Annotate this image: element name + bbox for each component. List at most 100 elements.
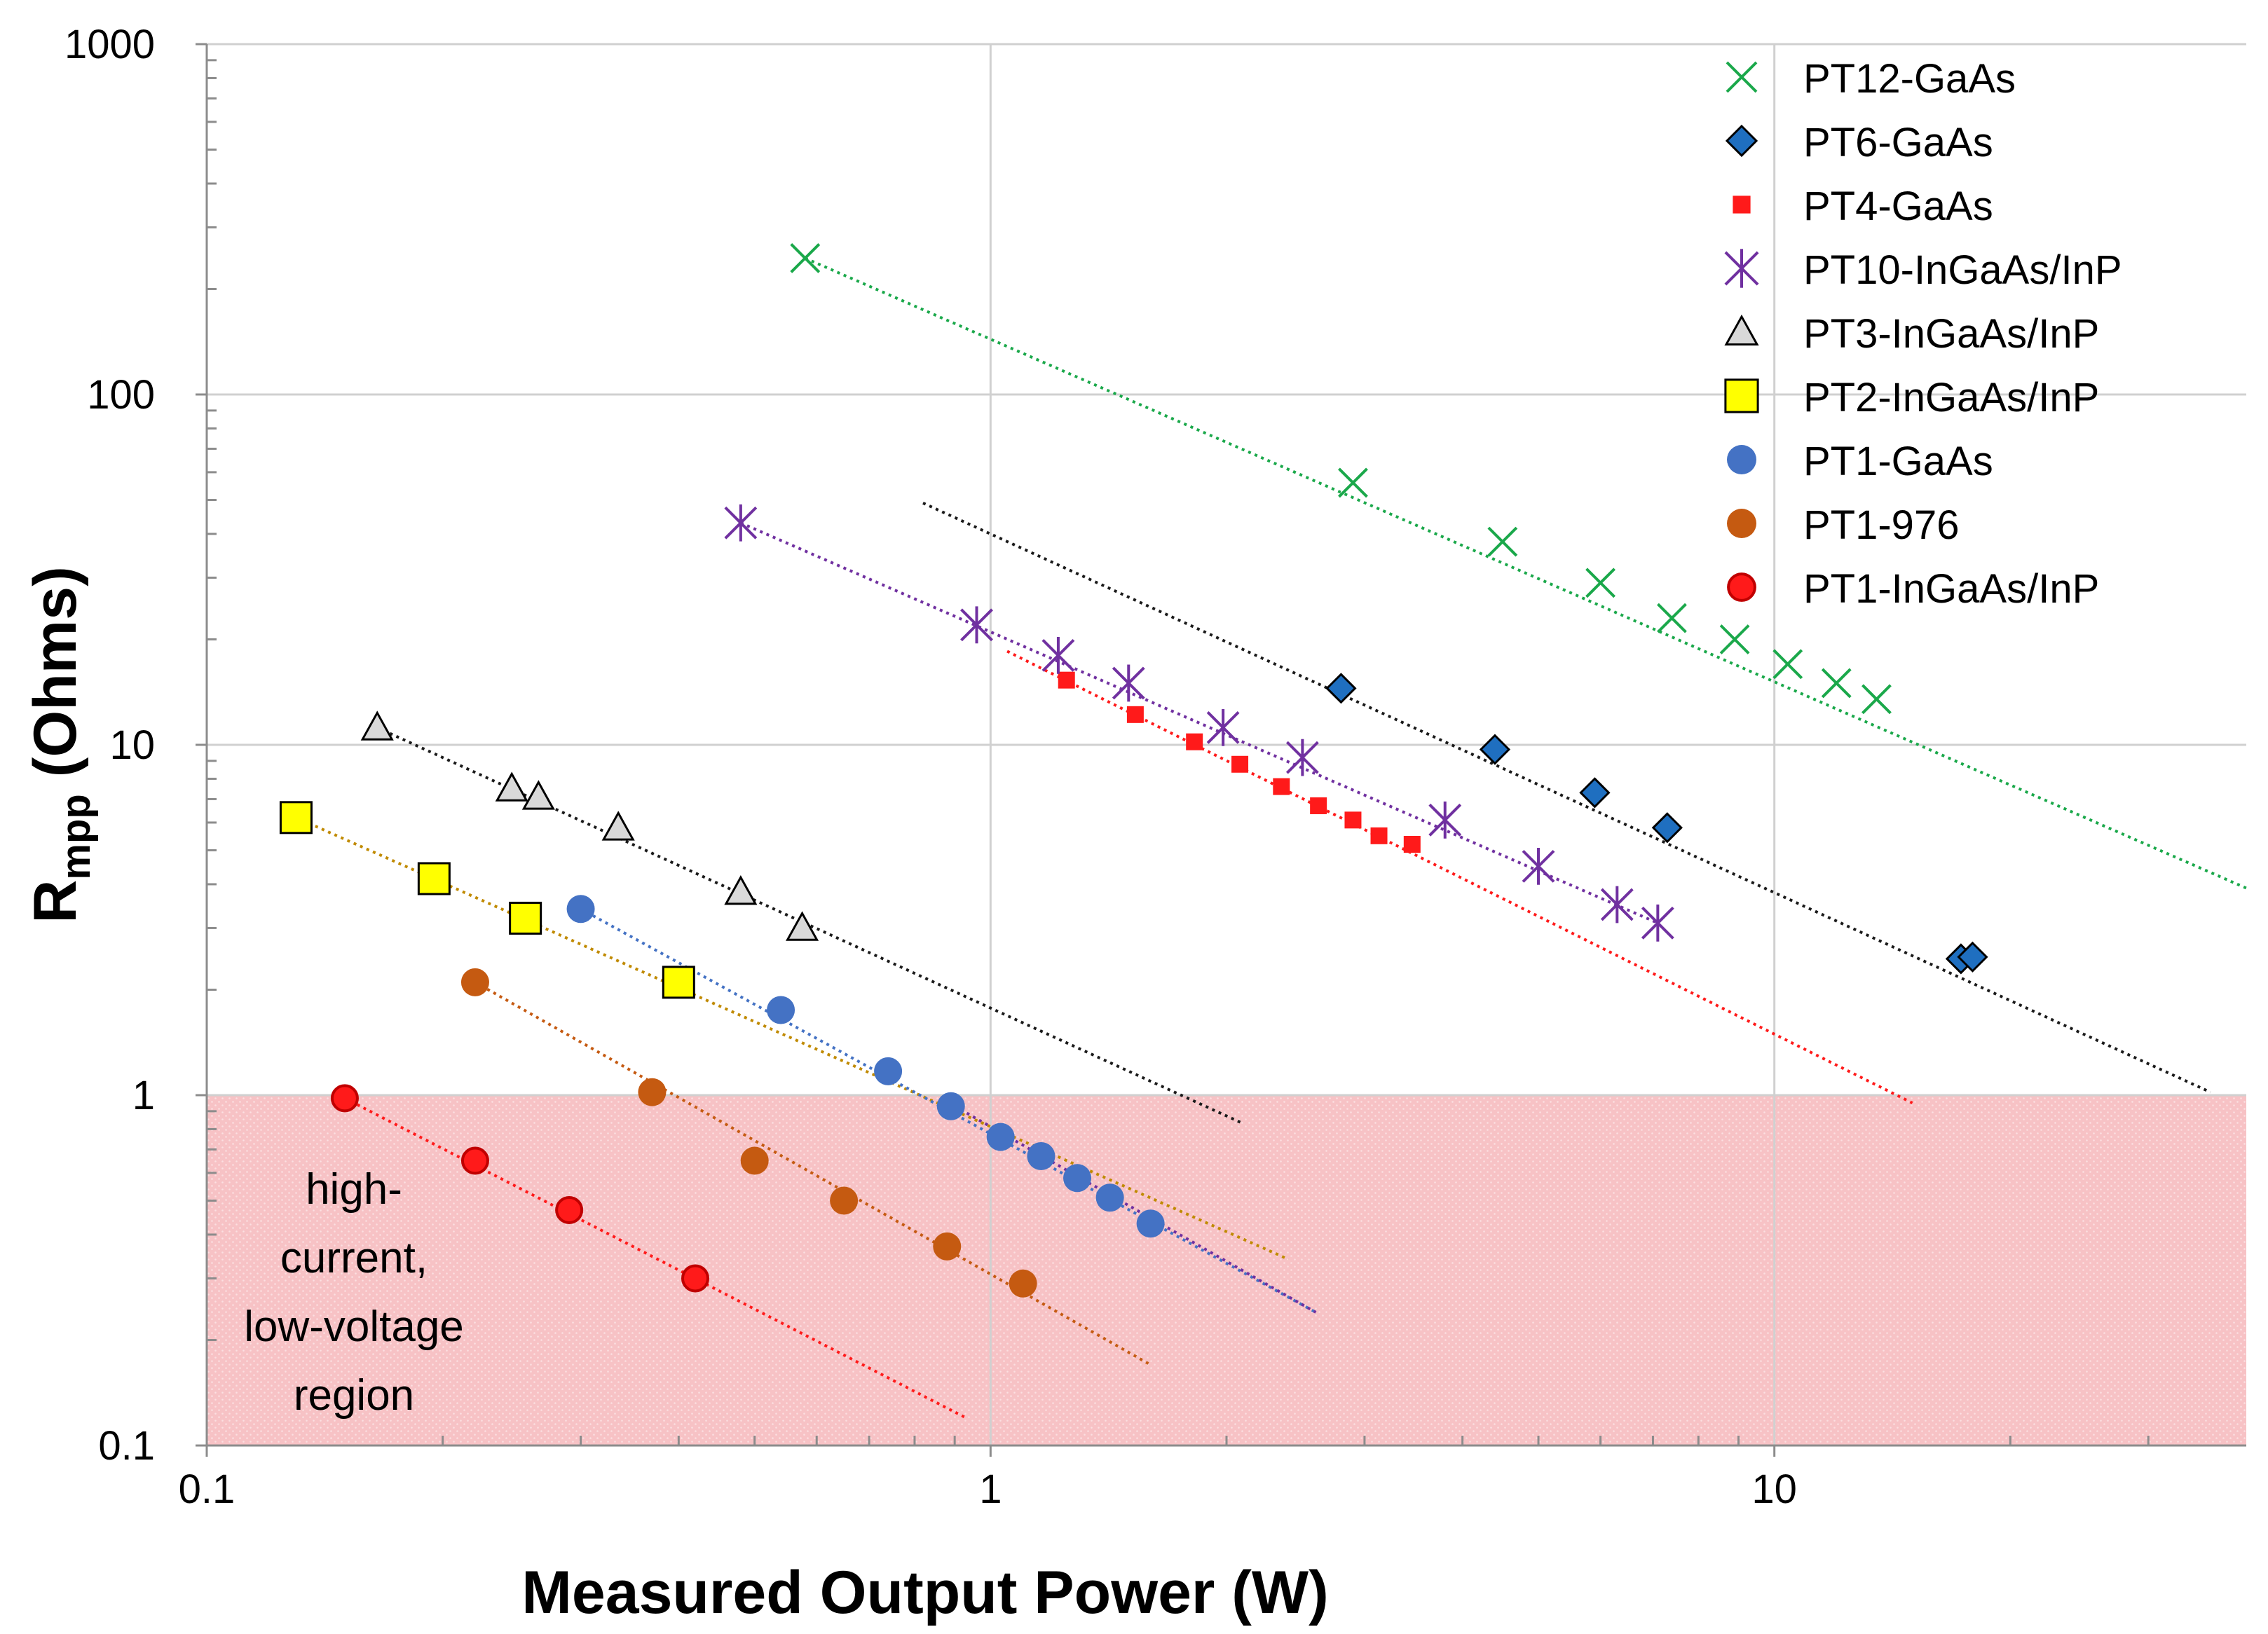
y-axis-title-sub: mpp [53,794,99,879]
legend-label-pt4-gaas: PT4-GaAs [1803,184,1993,229]
point-pt3-ingaas-inp [786,911,819,941]
legend-marker-pt1-ingaas-inp [1727,572,1756,602]
y-tick-label: 1 [132,1073,155,1118]
point-pt3-ingaas-inp [521,780,555,810]
legend-marker-pt6-gaas [1725,124,1758,158]
point-pt1-gaas [936,1092,965,1120]
point-pt10-ingaas-inp [1600,886,1634,924]
point-pt1-ingaas-inp [555,1195,584,1224]
x-tick-label: 10 [1751,1467,1797,1512]
y-tick-label: 100 [87,372,155,418]
legend-label-pt10-ingaas-inp: PT10-InGaAs/InP [1803,247,2122,293]
shaded-region-label: high- current, low-voltage region [244,1165,464,1420]
legend: PT12-GaAs PT6-GaAs PT4-GaAs PT10-InGaAs/… [1724,56,2122,612]
trendline-pt6-gaas [922,502,2211,1094]
point-pt1-976 [638,1078,667,1106]
point-pt4-gaas [1231,755,1249,773]
point-pt1-976 [933,1232,962,1261]
point-pt4-gaas [1310,797,1327,814]
point-pt12-gaas [1719,624,1750,654]
x-axis-title: Measured Output Power (W) [521,1559,1328,1626]
point-pt1-gaas [1027,1141,1056,1170]
y-tick-label: 10 [109,722,155,768]
legend-label-pt3-ingaas-inp: PT3-InGaAs/InP [1803,311,2099,357]
trendline-pt10-ingaas-inp [740,521,1659,925]
shaded-region [207,1095,2246,1446]
gridlines [207,43,2246,1446]
point-pt2-ingaas-inp [662,966,695,999]
point-pt12-gaas [790,243,821,273]
point-pt12-gaas [1585,568,1616,598]
point-pt10-ingaas-inp [1112,664,1145,702]
point-pt1-976 [830,1186,859,1215]
point-pt6-gaas [1579,777,1611,809]
shaded-region-rect [207,1095,2246,1446]
point-pt1-gaas [1095,1183,1124,1212]
point-pt10-ingaas-inp [724,504,758,542]
point-pt2-ingaas-inp [417,862,451,895]
point-pt6-gaas [1479,734,1511,765]
legend-marker-pt4-gaas [1733,195,1751,214]
point-pt4-gaas [1273,778,1290,795]
point-pt3-ingaas-inp [495,771,528,802]
point-pt4-gaas [1403,835,1421,853]
y-tick-label: 1000 [64,22,155,67]
point-pt12-gaas [1821,668,1852,699]
trendline-pt2-ingaas-inp [295,816,1290,1261]
point-pt10-ingaas-inp [1522,847,1555,885]
x-tick-label: 1 [979,1467,1002,1512]
legend-label-pt1-976: PT1-976 [1803,502,1959,548]
y-axis-title-rest: (Ohms) [22,566,89,794]
trendline-pt1-976 [474,981,1152,1366]
point-pt12-gaas [1487,526,1518,557]
legend-label-pt1-ingaas-inp: PT1-InGaAs/InP [1803,566,2099,612]
point-pt4-gaas [1344,811,1362,829]
legend-marker-pt2-ingaas-inp [1724,378,1759,413]
point-pt1-gaas [986,1122,1015,1151]
point-pt1-gaas [767,996,795,1024]
point-pt12-gaas [1861,684,1892,715]
y-tick-label: 0.1 [98,1423,155,1469]
point-pt4-gaas [1058,671,1075,689]
point-pt1-gaas [874,1057,903,1085]
region-label-line-3: low-voltage [244,1303,464,1351]
legend-marker-pt12-gaas [1726,61,1758,93]
point-pt1-ingaas-inp [681,1264,710,1293]
axes [196,43,2246,1457]
legend-label-pt12-gaas: PT12-GaAs [1803,56,2016,102]
point-pt10-ingaas-inp [1641,904,1674,942]
point-pt4-gaas [1126,706,1144,723]
point-pt4-gaas [1186,733,1203,750]
point-pt4-gaas [1370,827,1388,844]
tick-labels: 0.1 1 10 0.1 1 10 100 1000 [64,22,1797,1512]
point-pt6-gaas [1651,812,1683,844]
legend-marker-pt1-gaas [1727,445,1756,474]
x-tick-label: 0.1 [179,1467,235,1512]
point-pt1-gaas [566,895,595,924]
point-pt1-976 [740,1146,769,1175]
legend-label-pt6-gaas: PT6-GaAs [1803,120,1993,165]
data-points [279,243,1988,1298]
trendline-pt1-ingaas-inp [344,1097,967,1420]
point-pt1-gaas [1063,1164,1092,1193]
point-pt12-gaas [1657,603,1687,633]
trendline-pt4-gaas [1006,650,1913,1104]
legend-marker-pt3-ingaas-inp [1724,314,1759,346]
point-pt10-ingaas-inp [1285,739,1319,776]
point-pt10-ingaas-inp [1041,636,1075,674]
point-pt1-ingaas-inp [330,1084,359,1113]
y-axis-title: Rmpp (Ohms) [22,566,99,923]
legend-label-pt2-ingaas-inp: PT2-InGaAs/InP [1803,375,2099,420]
region-label-line-4: region [294,1371,414,1420]
point-pt6-gaas [1325,673,1357,704]
point-pt1-976 [460,968,489,996]
point-pt1-ingaas-inp [460,1146,489,1175]
legend-marker-pt1-976 [1727,509,1756,538]
region-label-line-2: current, [280,1234,428,1282]
trendline-pt3-ingaas-inp [376,726,1244,1125]
point-pt1-976 [1009,1269,1037,1298]
point-pt2-ingaas-inp [509,901,542,935]
point-pt3-ingaas-inp [360,710,394,741]
point-pt3-ingaas-inp [601,811,635,841]
